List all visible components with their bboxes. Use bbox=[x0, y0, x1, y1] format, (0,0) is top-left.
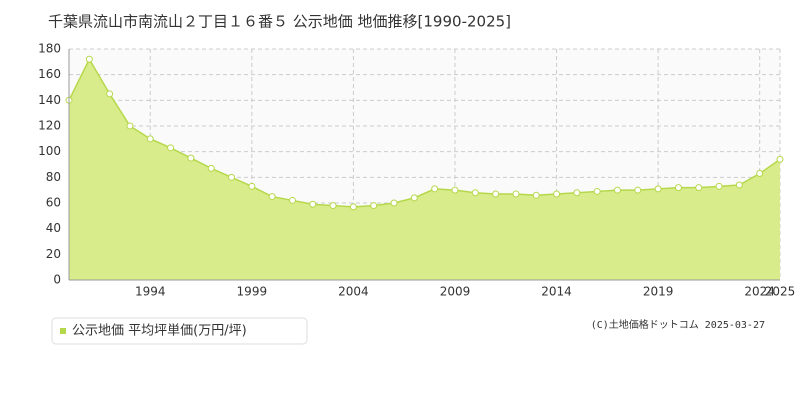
area bbox=[69, 59, 780, 281]
point bbox=[512, 190, 520, 198]
x-tick-label: 1994 bbox=[135, 285, 166, 299]
point bbox=[695, 184, 703, 192]
point bbox=[390, 199, 398, 207]
point bbox=[593, 187, 601, 195]
y-tick-label: 100 bbox=[38, 144, 61, 158]
point bbox=[268, 193, 276, 201]
y-tick-label: 20 bbox=[46, 247, 61, 261]
y-tick-label: 60 bbox=[46, 196, 61, 210]
x-tick-label: 2004 bbox=[338, 285, 369, 299]
point bbox=[187, 154, 195, 162]
point bbox=[146, 135, 154, 143]
point bbox=[288, 196, 296, 204]
x-tick-label: 2024 bbox=[744, 285, 775, 299]
point bbox=[776, 155, 784, 163]
y-tick-label: 0 bbox=[53, 273, 61, 287]
point bbox=[207, 164, 215, 172]
point bbox=[634, 186, 642, 194]
point bbox=[126, 122, 134, 130]
y-tick-label: 180 bbox=[38, 42, 61, 56]
y-tick-label: 40 bbox=[46, 221, 61, 235]
point bbox=[309, 200, 317, 208]
point bbox=[106, 90, 114, 98]
credit: (C)土地価格ドットコム 2025-03-27 bbox=[591, 318, 765, 331]
point bbox=[613, 186, 621, 194]
point bbox=[756, 169, 764, 177]
x-tick-label: 1999 bbox=[237, 285, 268, 299]
point bbox=[329, 202, 337, 210]
point bbox=[654, 185, 662, 193]
x-tick-label: 2025 bbox=[765, 285, 796, 299]
point bbox=[674, 184, 682, 192]
x-tick-label: 2019 bbox=[643, 285, 674, 299]
point bbox=[573, 189, 581, 197]
y-tick-label: 140 bbox=[38, 93, 61, 107]
point bbox=[167, 144, 175, 152]
y-tick-label: 120 bbox=[38, 119, 61, 133]
legend-label: 公示地価 平均坪単価(万円/坪) bbox=[72, 323, 247, 339]
point bbox=[471, 189, 479, 197]
chart-title: 千葉県流山市南流山２丁目１６番５ 公示地価 地価推移[1990-2025] bbox=[48, 13, 511, 31]
point bbox=[410, 194, 418, 202]
x-tick-label: 2009 bbox=[440, 285, 471, 299]
y-tick-label: 160 bbox=[38, 67, 61, 81]
y-tick-label: 80 bbox=[46, 170, 61, 184]
point bbox=[85, 55, 93, 63]
point bbox=[553, 190, 561, 198]
point bbox=[735, 181, 743, 189]
point bbox=[715, 182, 723, 190]
point bbox=[492, 190, 500, 198]
point bbox=[228, 173, 236, 181]
x-tick-label: 2014 bbox=[541, 285, 572, 299]
point bbox=[248, 182, 256, 190]
point bbox=[451, 186, 459, 194]
legend-swatch bbox=[60, 328, 66, 334]
point bbox=[349, 203, 357, 211]
point bbox=[532, 191, 540, 199]
point bbox=[370, 202, 378, 210]
legend-box bbox=[51, 317, 308, 345]
point bbox=[431, 185, 439, 193]
